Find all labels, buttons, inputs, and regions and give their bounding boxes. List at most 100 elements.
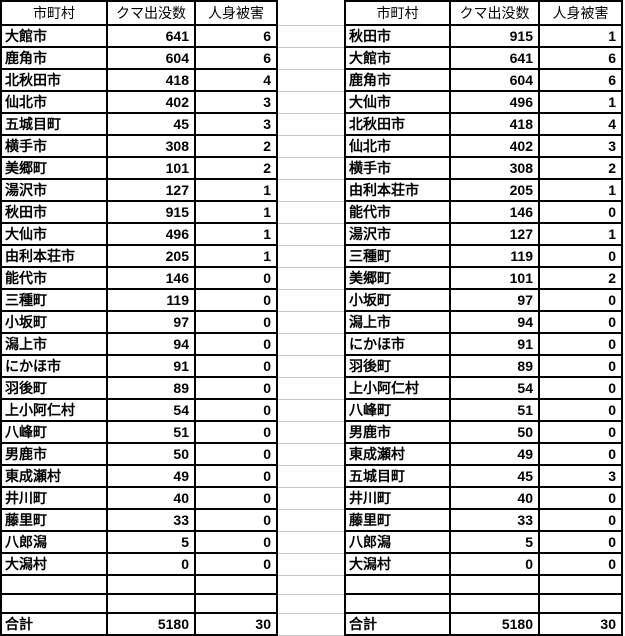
municipality-cell [0, 573, 108, 596]
sightings-cell: 54 [449, 376, 540, 400]
grid-gap-cell [277, 594, 345, 614]
sightings-cell: 49 [449, 442, 540, 466]
municipality-cell: 北秋田市 [344, 112, 451, 136]
sightings-cell: 50 [106, 442, 196, 466]
municipality-cell: 上小阿仁村 [344, 376, 451, 400]
empty-row [0, 593, 625, 615]
data-row: 五城目町 45 3 北秋田市 418 4 [0, 112, 625, 136]
grid-margin-cell [622, 531, 625, 553]
injuries-cell: 0 [538, 332, 623, 356]
municipality-cell: 湯沢市 [344, 222, 451, 246]
data-row: 北秋田市 418 4 鹿角市 604 6 [0, 68, 625, 92]
sightings-cell: 146 [449, 200, 540, 224]
sightings-cell: 45 [449, 464, 540, 488]
grid-margin-cell [622, 377, 625, 399]
municipality-cell: 横手市 [344, 156, 451, 180]
injuries-cell: 0 [194, 310, 278, 334]
sightings-cell: 915 [449, 24, 540, 48]
header-row: 市町村 クマ出没数 人身被害 市町村 クマ出没数 人身被害 [0, 0, 625, 26]
data-row: 美郷町 101 2 横手市 308 2 [0, 156, 625, 180]
empty-row [0, 573, 625, 596]
sightings-cell: 0 [106, 552, 196, 576]
sightings-cell: 604 [449, 68, 540, 92]
municipality-cell [0, 593, 108, 615]
sightings-cell: 205 [449, 178, 540, 202]
left-column-header-sightings: クマ出没数 [106, 0, 196, 26]
municipality-cell: 大館市 [0, 24, 108, 48]
grid-margin-cell [622, 201, 625, 223]
grid-margin-cell [622, 245, 625, 267]
grid-margin-cell [622, 487, 625, 509]
grid-gap-cell [277, 157, 345, 180]
injuries-cell: 0 [194, 420, 278, 444]
sightings-cell: 205 [106, 244, 196, 268]
municipality-cell: 仙北市 [0, 90, 108, 114]
injuries-cell: 0 [538, 354, 623, 378]
sightings-cell: 402 [449, 134, 540, 158]
injuries-cell: 3 [194, 90, 278, 114]
grid-gap-cell [277, 245, 345, 268]
sightings-cell: 146 [106, 266, 196, 290]
right-column-header-injuries: 人身被害 [538, 0, 623, 26]
grid-gap-cell [277, 487, 345, 510]
sightings-cell: 101 [106, 156, 196, 180]
injuries-cell: 2 [194, 156, 278, 180]
grid-gap-cell [277, 465, 345, 488]
sightings-cell: 5 [106, 530, 196, 554]
municipality-cell: 東成瀬村 [344, 442, 451, 466]
municipality-cell: 八郎潟 [0, 530, 108, 554]
injuries-cell: 3 [538, 464, 623, 488]
data-row: 八郎潟 5 0 八郎潟 5 0 [0, 530, 625, 554]
data-row: にかほ市 91 0 羽後町 89 0 [0, 354, 625, 378]
municipality-cell: 湯沢市 [0, 178, 108, 202]
grid-margin-cell [622, 179, 625, 201]
sightings-cell: 0 [449, 552, 540, 576]
data-row: 羽後町 89 0 上小阿仁村 54 0 [0, 376, 625, 400]
municipality-cell: 上小阿仁村 [0, 398, 108, 422]
municipality-cell: 秋田市 [344, 24, 451, 48]
right-column-header-municipality: 市町村 [344, 0, 451, 26]
municipality-cell: 小坂町 [344, 288, 451, 312]
grid-gap-cell [277, 1, 345, 26]
sightings-cell: 91 [449, 332, 540, 356]
sightings-cell: 418 [449, 112, 540, 136]
data-row: 秋田市 915 1 能代市 146 0 [0, 200, 625, 224]
injuries-cell: 1 [194, 178, 278, 202]
grid-margin-cell [622, 47, 625, 69]
sightings-cell: 5 [449, 530, 540, 554]
municipality-cell: 男鹿市 [0, 442, 108, 466]
grid-gap-cell [277, 509, 345, 532]
injuries-cell: 0 [194, 398, 278, 422]
municipality-cell: 美郷町 [344, 266, 451, 290]
sightings-cell: 91 [106, 354, 196, 378]
data-row: 大館市 641 6 秋田市 915 1 [0, 24, 625, 48]
municipality-cell: 能代市 [344, 200, 451, 224]
injuries-cell: 0 [194, 266, 278, 290]
data-row: 男鹿市 50 0 東成瀬村 49 0 [0, 442, 625, 466]
grid-gap-cell [277, 333, 345, 356]
municipality-cell: 大仙市 [344, 90, 451, 114]
injuries-cell: 1 [538, 24, 623, 48]
sightings-cell [106, 593, 196, 615]
sightings-cell [106, 573, 196, 596]
sightings-cell: 97 [449, 288, 540, 312]
sightings-cell: 33 [449, 508, 540, 532]
grid-gap-cell [277, 355, 345, 378]
injuries-cell [538, 593, 623, 615]
municipality-cell: 羽後町 [344, 354, 451, 378]
municipality-cell: 潟上市 [344, 310, 451, 334]
grid-margin-cell [622, 289, 625, 311]
municipality-cell: 五城目町 [344, 464, 451, 488]
injuries-cell: 3 [194, 112, 278, 136]
injuries-cell: 1 [538, 90, 623, 114]
municipality-cell: 男鹿市 [344, 420, 451, 444]
injuries-cell: 0 [194, 486, 278, 510]
data-row: 仙北市 402 3 大仙市 496 1 [0, 90, 625, 114]
injuries-cell: 0 [194, 288, 278, 312]
injuries-cell: 0 [538, 244, 623, 268]
grid-margin-cell [622, 69, 625, 91]
grid-gap-cell [277, 311, 345, 334]
grid-margin-cell [622, 443, 625, 465]
injuries-cell: 0 [538, 552, 623, 576]
